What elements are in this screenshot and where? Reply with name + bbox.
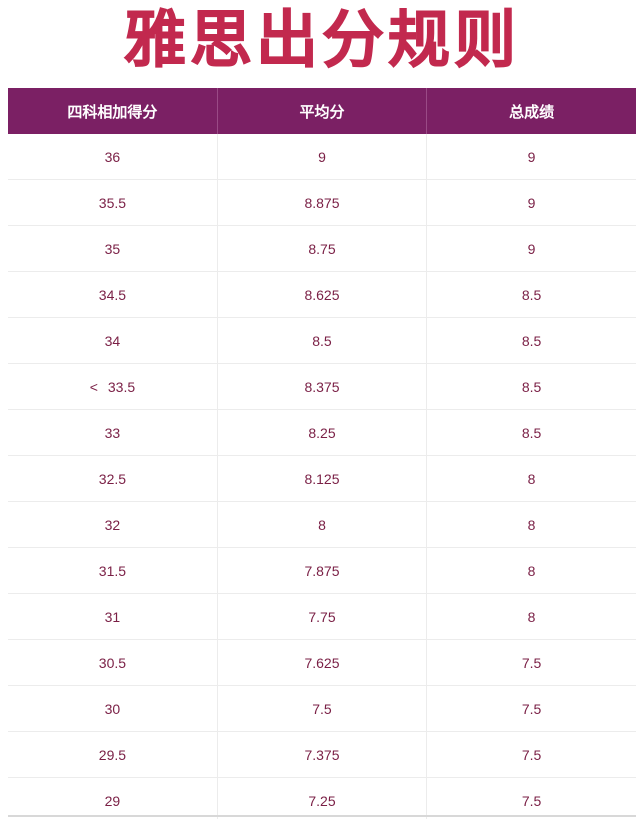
cell-average: 7.25 [217, 777, 428, 819]
table-row: 29.5 7.375 7.5 [8, 731, 636, 778]
cell-band: 8 [426, 547, 636, 594]
table-row: 29 7.25 7.5 [8, 777, 636, 819]
cell-average: 8.625 [217, 271, 428, 318]
header-overall-band: 总成绩 [426, 88, 636, 134]
less-than-marker: < [89, 378, 98, 395]
table-row: 30.5 7.625 7.5 [8, 639, 636, 686]
cell-total: 31 [8, 593, 218, 640]
cell-average: 8.125 [217, 455, 428, 502]
table-row: 36 9 9 [8, 134, 636, 180]
table-row: 35 8.75 9 [8, 225, 636, 272]
cell-band: 9 [426, 179, 636, 226]
cell-average: 7.75 [217, 593, 428, 640]
cell-total: 31.5 [8, 547, 218, 594]
cell-band: 9 [426, 225, 636, 272]
table-header-row: 四科相加得分 平均分 总成绩 [8, 88, 636, 134]
cell-total: 34 [8, 317, 218, 364]
header-total-score: 四科相加得分 [8, 88, 218, 134]
cell-total: 35 [8, 225, 218, 272]
cell-band: 7.5 [426, 639, 636, 686]
cell-band: 7.5 [426, 731, 636, 778]
cell-band: 8 [426, 455, 636, 502]
cell-average: 9 [217, 134, 428, 180]
cell-total: 34.5 [8, 271, 218, 318]
table-row: 33 8.25 8.5 [8, 409, 636, 456]
cell-total: 33 [8, 409, 218, 456]
cell-total: 30 [8, 685, 218, 732]
cell-band: 7.5 [426, 685, 636, 732]
cell-average: 7.5 [217, 685, 428, 732]
table-row: 32.5 8.125 8 [8, 455, 636, 502]
score-table: 四科相加得分 平均分 总成绩 36 9 9 35.5 8.875 9 35 8.… [8, 88, 636, 819]
cell-average: 7.625 [217, 639, 428, 686]
table-row: 34.5 8.625 8.5 [8, 271, 636, 318]
table-row: 31.5 7.875 8 [8, 547, 636, 594]
cell-band: 8 [426, 593, 636, 640]
cell-band: 7.5 [426, 777, 636, 819]
cell-average: 8.375 [217, 363, 428, 410]
table-row: <33.5 8.375 8.5 [8, 363, 636, 410]
cell-total: 36 [8, 134, 218, 180]
cell-band: 8.5 [426, 363, 636, 410]
cell-average: 8 [217, 501, 428, 548]
cell-total: 29.5 [8, 731, 218, 778]
cell-total: <33.5 [8, 363, 218, 410]
header-average-score: 平均分 [217, 88, 428, 134]
cell-total: 32.5 [8, 455, 218, 502]
table-row: 35.5 8.875 9 [8, 179, 636, 226]
cell-total: 32 [8, 501, 218, 548]
cell-total: 29 [8, 777, 218, 819]
page-title: 雅思出分规则 [123, 3, 520, 77]
table-row: 30 7.5 7.5 [8, 685, 636, 732]
cell-band: 8.5 [426, 409, 636, 456]
table-row: 34 8.5 8.5 [8, 317, 636, 364]
cell-total-value: 33.5 [107, 378, 136, 395]
cell-average: 8.75 [217, 225, 428, 272]
cell-total: 30.5 [8, 639, 218, 686]
cell-band: 8.5 [426, 317, 636, 364]
cell-average: 8.25 [217, 409, 428, 456]
cell-average: 8.5 [217, 317, 428, 364]
bottom-divider [8, 815, 636, 817]
cell-total: 35.5 [8, 179, 218, 226]
cell-band: 9 [426, 134, 636, 180]
cell-average: 7.375 [217, 731, 428, 778]
cell-average: 7.875 [217, 547, 428, 594]
table-row: 32 8 8 [8, 501, 636, 548]
cell-band: 8.5 [426, 271, 636, 318]
table-row: 31 7.75 8 [8, 593, 636, 640]
cell-average: 8.875 [217, 179, 428, 226]
cell-band: 8 [426, 501, 636, 548]
